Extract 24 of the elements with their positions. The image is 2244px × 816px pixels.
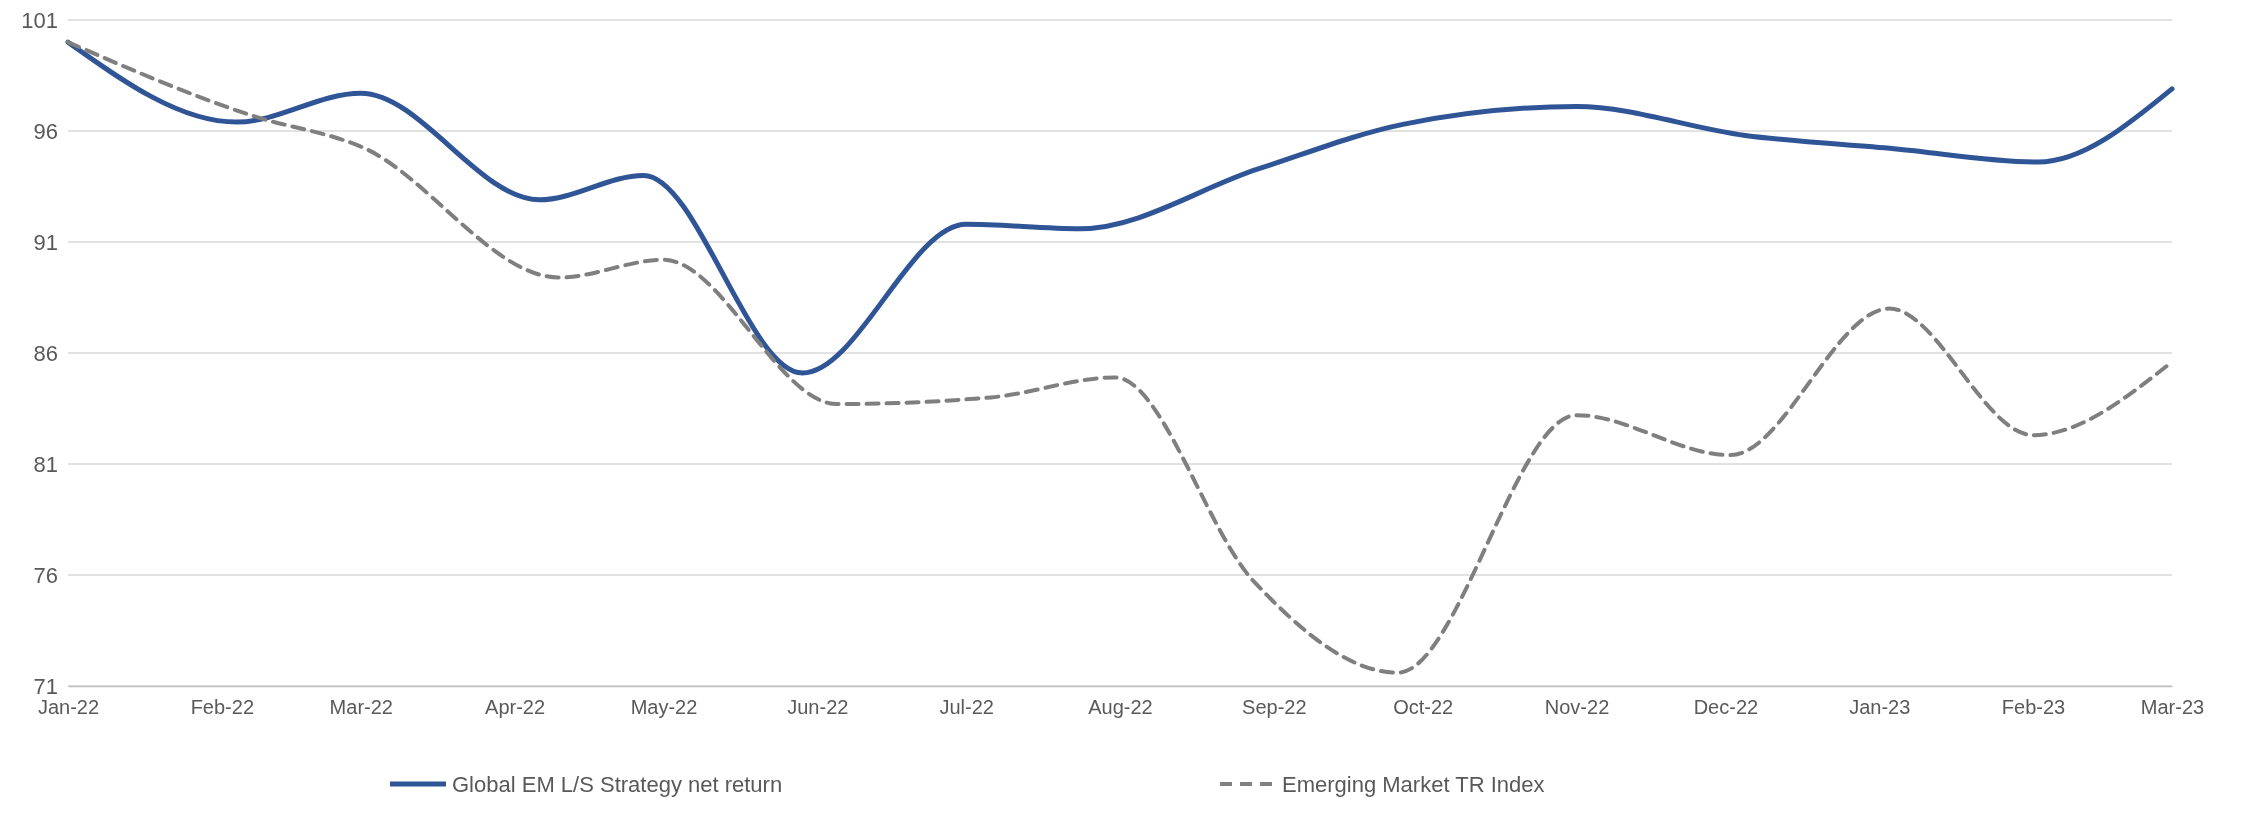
x-tick-label: Apr-22	[485, 696, 546, 719]
x-tick-label: Jan-23	[1849, 696, 1911, 719]
y-tick-label: 81	[33, 451, 58, 477]
y-tick-label: 101	[21, 7, 58, 33]
x-tick-label: Mar-23	[2140, 696, 2205, 719]
x-tick-label: Jan-22	[37, 696, 100, 719]
x-tick-label: Oct-22	[1393, 696, 1454, 719]
x-tick-label: Jul-22	[939, 696, 994, 719]
x-tick-label: Aug-22	[1088, 696, 1153, 719]
x-tick-label: Sep-22	[1242, 696, 1307, 719]
legend-label: Global EM L/S Strategy net return	[452, 771, 783, 797]
y-tick-label: 71	[33, 673, 58, 699]
y-tick-label: 76	[33, 562, 58, 588]
y-tick-label: 86	[33, 340, 58, 366]
x-tick-label: May-22	[630, 696, 698, 719]
y-tick-label: 91	[33, 229, 58, 255]
x-tick-label: Nov-22	[1544, 696, 1610, 719]
x-tick-label: Mar-22	[329, 696, 393, 719]
legend-label: Emerging Market TR Index	[1282, 771, 1545, 797]
x-tick-label: Dec-22	[1693, 696, 1759, 719]
x-tick-label: Feb-22	[190, 696, 255, 719]
x-tick-label: Jun-22	[787, 696, 849, 719]
y-tick-label: 96	[33, 118, 58, 144]
x-tick-label: Feb-23	[2001, 696, 2066, 719]
